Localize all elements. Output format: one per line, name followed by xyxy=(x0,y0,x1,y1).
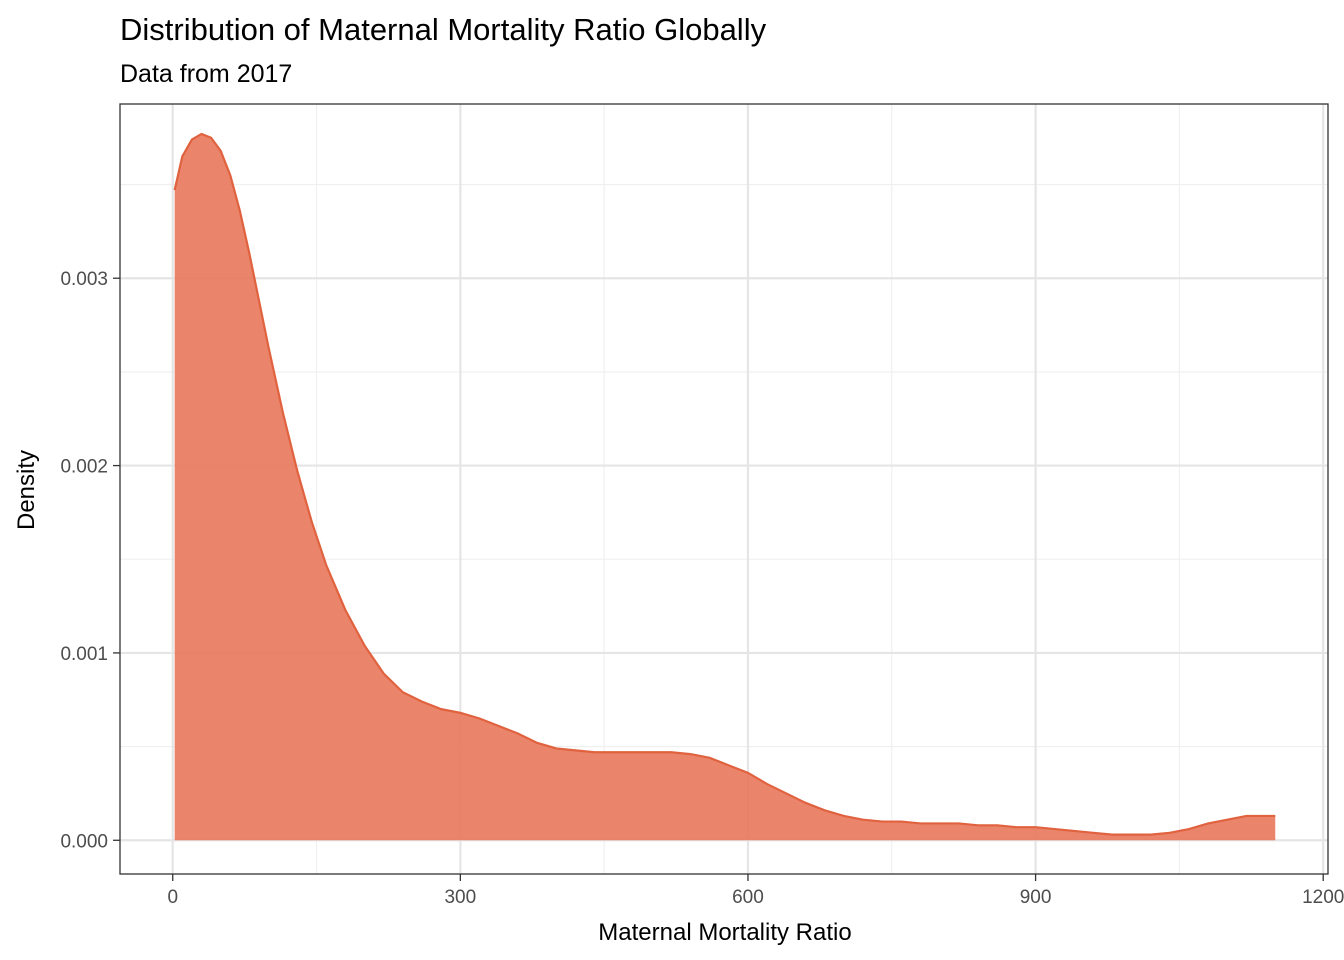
y-tick-label: 0.001 xyxy=(60,644,108,665)
density-line xyxy=(173,132,1276,836)
y-axis: 0.000 0.001 0.002 0.003 xyxy=(60,269,120,852)
y-tick-label: 0.003 xyxy=(60,269,108,290)
y-tick-label: 0.000 xyxy=(60,831,108,852)
density-area xyxy=(174,133,1276,841)
x-tick-label: 1200 xyxy=(1302,887,1344,908)
y-tick-label: 0.002 xyxy=(60,457,108,478)
x-tick-label: 900 xyxy=(1020,887,1052,908)
x-tick-label: 600 xyxy=(732,887,764,908)
panel-border xyxy=(119,103,1329,875)
chart-subtitle: Data from 2017 xyxy=(120,60,292,88)
x-tick-label: 300 xyxy=(444,887,476,908)
chart-title: Distribution of Maternal Mortality Ratio… xyxy=(120,12,767,47)
y-axis-title: Density xyxy=(13,450,40,530)
x-axis-title: Maternal Mortality Ratio xyxy=(598,919,851,946)
x-tick-label: 0 xyxy=(167,887,178,908)
density-series xyxy=(173,132,1276,841)
x-axis: 0 300 600 900 1200 xyxy=(167,874,1344,908)
